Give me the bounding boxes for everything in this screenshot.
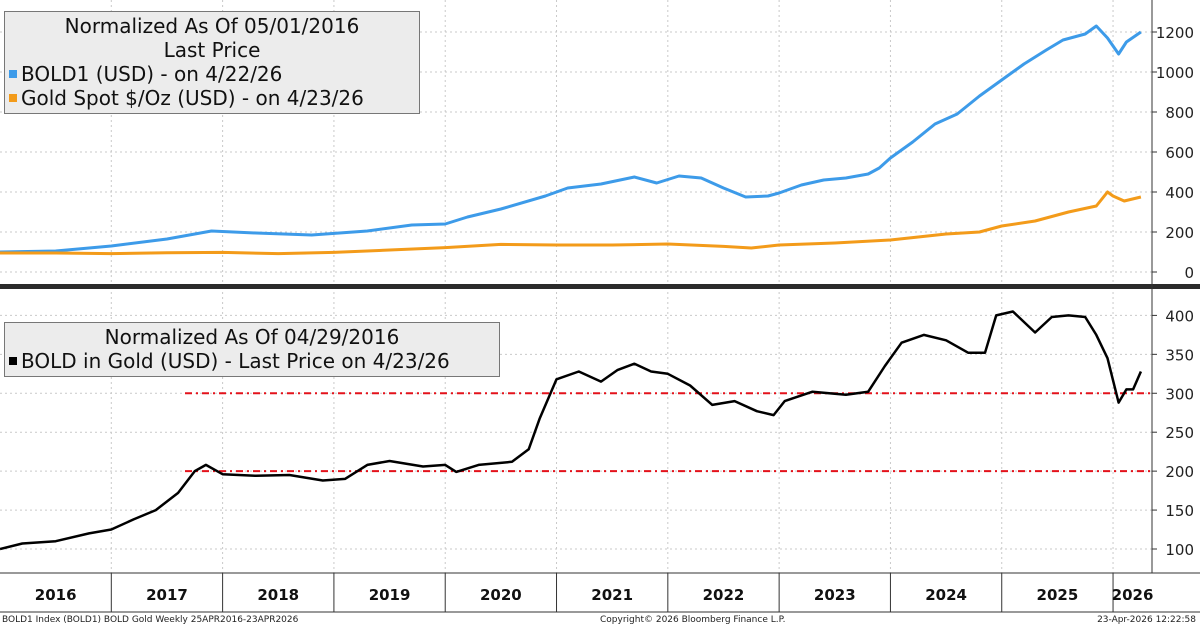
top-legend-title-1: Normalized As Of 05/01/2016 bbox=[64, 14, 360, 38]
x-tick-label: 2026 bbox=[1112, 586, 1154, 604]
footer-source: BOLD1 Index (BOLD1) BOLD Gold Weekly 25A… bbox=[2, 615, 299, 625]
series-line-0-1 bbox=[0, 190, 1142, 256]
legend-entry-gold: Gold Spot $/Oz (USD) - on 4/23/26 bbox=[9, 86, 415, 110]
legend-label-gold: Gold Spot $/Oz (USD) - on 4/23/26 bbox=[21, 86, 364, 110]
legend-swatch-bold1 bbox=[9, 70, 17, 78]
x-tick-label: 2023 bbox=[814, 586, 856, 604]
x-tick-label: 2020 bbox=[480, 586, 522, 604]
y-tick-label: 400 bbox=[1165, 307, 1194, 325]
x-tick-label: 2025 bbox=[1037, 586, 1079, 604]
y-tick-label: 400 bbox=[1165, 184, 1194, 202]
top-legend: Normalized As Of 05/01/2016 Last Price B… bbox=[4, 11, 420, 114]
legend-swatch-gold bbox=[9, 94, 17, 102]
legend-label-bold-in-gold: BOLD in Gold (USD) - Last Price on 4/23/… bbox=[21, 349, 450, 373]
bottom-legend: Normalized As Of 04/29/2016 BOLD in Gold… bbox=[4, 322, 500, 377]
legend-swatch-bold-in-gold bbox=[9, 357, 17, 365]
legend-entry-bold-in-gold: BOLD in Gold (USD) - Last Price on 4/23/… bbox=[9, 349, 495, 373]
footer-timestamp: 23-Apr-2026 12:22:58 bbox=[1097, 615, 1196, 625]
x-tick-label: 2017 bbox=[146, 586, 188, 604]
y-tick-label: 1200 bbox=[1156, 24, 1194, 42]
series-line-0-0 bbox=[0, 24, 1142, 254]
y-tick-label: 200 bbox=[1165, 224, 1194, 242]
y-tick-label: 150 bbox=[1165, 502, 1194, 520]
footer-copyright: Copyright© 2026 Bloomberg Finance L.P. bbox=[600, 615, 786, 625]
x-tick-label: 2021 bbox=[591, 586, 633, 604]
x-tick-label: 2019 bbox=[369, 586, 411, 604]
y-tick-label: 300 bbox=[1165, 385, 1194, 403]
series-line-1-0 bbox=[0, 310, 1143, 551]
y-tick-label: 350 bbox=[1165, 346, 1194, 364]
y-tick-label: 250 bbox=[1165, 424, 1194, 442]
x-tick-label: 2018 bbox=[257, 586, 299, 604]
y-tick-label: 1000 bbox=[1156, 64, 1194, 82]
bottom-legend-title: Normalized As Of 04/29/2016 bbox=[104, 325, 400, 349]
x-tick-label: 2016 bbox=[35, 586, 77, 604]
legend-entry-bold1: BOLD1 (USD) - on 4/22/26 bbox=[9, 62, 415, 86]
y-tick-label: 0 bbox=[1184, 264, 1194, 282]
legend-label-bold1: BOLD1 (USD) - on 4/22/26 bbox=[21, 62, 283, 86]
top-legend-title-2: Last Price bbox=[163, 38, 261, 62]
y-tick-label: 800 bbox=[1165, 104, 1194, 122]
y-tick-label: 200 bbox=[1165, 463, 1194, 481]
y-tick-label: 600 bbox=[1165, 144, 1194, 162]
x-tick-label: 2022 bbox=[703, 586, 745, 604]
y-tick-label: 100 bbox=[1165, 541, 1194, 559]
panel-separator bbox=[0, 284, 1200, 289]
x-tick-label: 2024 bbox=[925, 586, 967, 604]
